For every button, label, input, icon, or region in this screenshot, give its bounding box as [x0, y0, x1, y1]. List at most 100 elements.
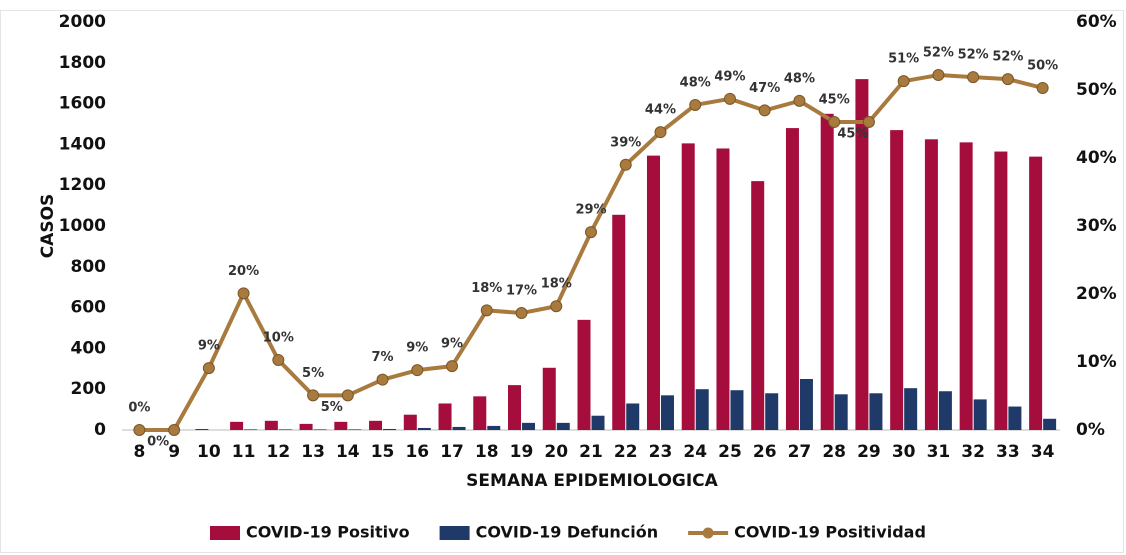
x-tick-label: 21 [579, 442, 603, 462]
line-marker [202, 362, 215, 375]
data-label: 7% [372, 350, 394, 365]
bar [869, 393, 883, 430]
line-marker [237, 287, 250, 300]
x-tick-label: 19 [510, 442, 534, 462]
line-marker [828, 115, 841, 128]
bar [577, 319, 591, 430]
bar [799, 379, 813, 430]
line-marker [168, 424, 181, 436]
line-marker [619, 158, 632, 171]
line-marker [654, 126, 667, 139]
x-tick-label: 22 [614, 442, 638, 462]
bar [230, 421, 244, 430]
bar [785, 128, 799, 430]
y-tick-label: 200 [71, 379, 107, 399]
data-label: 50% [1027, 58, 1058, 73]
line-marker [793, 94, 806, 107]
bar [1008, 406, 1022, 430]
x-tick-label: 10 [197, 442, 221, 462]
bar [369, 420, 383, 430]
bar [994, 151, 1008, 431]
data-label: 52% [958, 48, 989, 63]
x-tick-label: 31 [927, 442, 951, 462]
data-label: 45% [837, 126, 868, 141]
y2-tick-label: 10% [1076, 352, 1117, 372]
x-tick-label: 28 [822, 442, 846, 462]
line-marker [758, 104, 771, 117]
bar [438, 403, 452, 430]
data-label: 5% [321, 400, 343, 415]
data-label: 9% [441, 337, 463, 352]
bar [904, 388, 918, 430]
bar [522, 422, 536, 430]
line-marker [967, 71, 980, 84]
y2-tick-label: 50% [1076, 80, 1117, 100]
bar [244, 429, 258, 430]
data-label: 10% [263, 330, 294, 345]
line-marker [1001, 73, 1014, 86]
data-label: 20% [228, 264, 259, 279]
y-tick-label: 800 [71, 257, 107, 277]
bar [403, 414, 417, 430]
legend-label: COVID-19 Positividad [734, 523, 926, 542]
x-tick-label: 16 [405, 442, 429, 462]
y-tick-label: 1200 [59, 175, 106, 195]
y-axis-title: CASOS [38, 194, 58, 259]
chart-frame [0, 10, 1124, 553]
bar [383, 428, 397, 430]
line-marker [411, 364, 424, 377]
data-label: 9% [406, 341, 428, 356]
y-tick-label: 1000 [59, 216, 106, 236]
bar [938, 391, 952, 430]
x-tick-label: 29 [857, 442, 881, 462]
bar [452, 426, 466, 430]
x-tick-label: 8 [133, 442, 145, 462]
data-label: 9% [198, 339, 220, 354]
legend-swatch [210, 526, 240, 540]
x-tick-label: 9 [168, 442, 180, 462]
y-tick-label: 1400 [59, 134, 106, 154]
x-tick-label: 23 [649, 442, 673, 462]
line-marker [515, 307, 528, 320]
y-tick-label: 600 [71, 298, 107, 318]
bar [508, 385, 522, 430]
y-tick-label: 1600 [59, 94, 106, 114]
bar [973, 399, 987, 430]
bar [591, 415, 605, 430]
x-tick-label: 26 [753, 442, 777, 462]
line-marker [133, 424, 146, 436]
bar [417, 427, 431, 430]
bar [646, 155, 660, 430]
line-marker [897, 75, 910, 88]
data-label: 5% [302, 366, 324, 381]
x-tick-label: 15 [371, 442, 395, 462]
x-tick-label: 27 [788, 442, 812, 462]
data-label: 18% [471, 281, 502, 296]
x-tick-label: 20 [544, 442, 568, 462]
bar [924, 139, 938, 431]
bar [855, 79, 869, 431]
bar [1043, 418, 1057, 430]
x-tick-label: 18 [475, 442, 499, 462]
bar [716, 148, 730, 431]
data-label: 45% [819, 92, 850, 107]
y-tick-label: 0 [94, 420, 106, 440]
y2-tick-label: 60% [1076, 12, 1117, 32]
data-label: 44% [645, 103, 676, 118]
bar [695, 389, 709, 430]
line-marker [480, 304, 493, 317]
x-tick-label: 25 [718, 442, 742, 462]
bar [681, 143, 695, 430]
line-marker [723, 92, 736, 105]
data-label: 52% [992, 50, 1023, 65]
bar [556, 422, 570, 430]
data-label: 48% [784, 71, 815, 86]
legend-swatch [439, 526, 470, 540]
data-label: 47% [749, 81, 780, 96]
data-label: 49% [714, 69, 745, 84]
data-label: 39% [610, 135, 641, 150]
x-tick-label: 11 [232, 442, 256, 462]
bar [612, 214, 626, 430]
bar [542, 367, 556, 430]
